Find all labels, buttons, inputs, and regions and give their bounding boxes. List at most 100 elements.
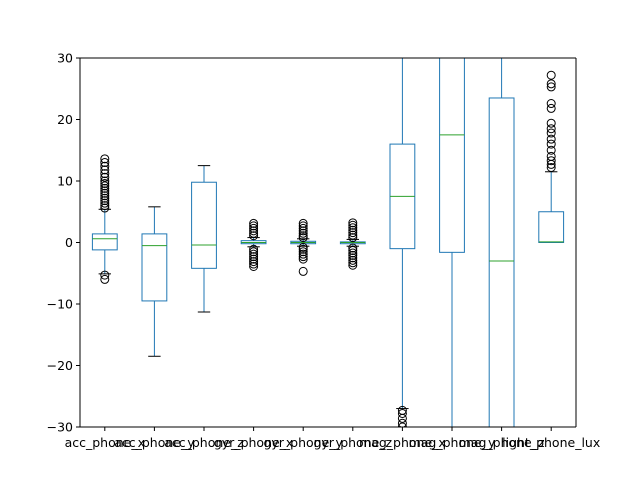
y-tick-label: −30 — [47, 420, 73, 435]
box-body — [191, 181, 217, 269]
y-tick-label: −20 — [47, 358, 73, 373]
box-body — [439, 58, 465, 253]
box-gyr_phone_z — [339, 218, 366, 270]
outlier-point — [546, 118, 556, 128]
outlier-point — [100, 186, 110, 196]
outlier-point — [348, 243, 358, 253]
x-tick-label: light_phone_lux — [502, 435, 600, 450]
box-gyr_phone_y — [290, 218, 317, 276]
outlier-point — [348, 245, 358, 255]
outlier-point — [298, 254, 308, 264]
outlier-point — [298, 242, 308, 252]
box-mag_phone_x — [389, 58, 416, 427]
axes: −30 −20 −10 0 10 20 30 acc_phone_xacc_phone_yac… — [47, 51, 601, 451]
outlier-point — [348, 250, 358, 260]
outlier-point — [298, 226, 308, 236]
outlier-point — [249, 221, 259, 231]
box-light_phone_lux — [538, 70, 565, 243]
outlier-point — [298, 223, 308, 233]
outlier-point — [100, 158, 110, 168]
outlier-point — [397, 408, 407, 418]
outlier-point — [348, 255, 358, 265]
outlier-point — [100, 169, 110, 179]
outlier-point — [348, 253, 358, 263]
box-body — [538, 211, 565, 243]
box-body — [141, 233, 168, 302]
outlier-point — [348, 248, 358, 258]
outlier-point — [348, 228, 358, 238]
outlier-point — [100, 154, 110, 164]
outlier-point — [298, 231, 308, 241]
outlier-point — [397, 418, 407, 427]
outlier-point — [100, 178, 110, 188]
box-mag_phone_y — [439, 58, 465, 427]
outlier-point — [249, 223, 259, 233]
outlier-point — [546, 151, 556, 161]
y-tick-label: 20 — [57, 112, 73, 127]
outlier-point — [546, 70, 556, 80]
outlier-point — [100, 172, 110, 182]
outlier-point — [100, 198, 110, 208]
outlier-point — [100, 203, 110, 213]
x-tick-label: acc_phone_z — [164, 435, 244, 450]
box-acc_phone_z — [191, 165, 217, 313]
y-tick-label: 30 — [57, 51, 73, 66]
x-tick-label: gyr_phone_y — [263, 435, 343, 450]
outlier-point — [298, 228, 308, 238]
box-acc_phone_y — [141, 206, 168, 357]
box-body — [488, 97, 515, 427]
x-tick-label: gyr_phone_z — [313, 435, 392, 450]
outlier-point — [100, 196, 110, 206]
outlier-point — [298, 247, 308, 257]
outlier-point — [546, 162, 556, 172]
outlier-point — [249, 218, 259, 228]
outlier-point — [546, 99, 556, 109]
outlier-point — [249, 226, 259, 236]
outlier-point — [348, 230, 358, 240]
outlier-point — [100, 274, 110, 284]
x-tick-label: acc_phone_y — [114, 435, 195, 450]
outlier-point — [298, 249, 308, 259]
outlier-point — [249, 247, 259, 257]
outlier-point — [100, 270, 110, 280]
outlier-point — [249, 249, 259, 259]
outlier-point — [546, 124, 556, 134]
outlier-point — [100, 183, 110, 193]
outlier-point — [348, 220, 358, 230]
outlier-point — [348, 218, 358, 228]
plot-area — [91, 58, 565, 427]
outlier-point — [348, 233, 358, 243]
outlier-point — [100, 193, 110, 203]
outlier-point — [298, 252, 308, 262]
outlier-point — [100, 201, 110, 211]
outlier-point — [298, 218, 308, 228]
outlier-point — [249, 254, 259, 264]
x-tick-label: mag_phone_y — [409, 435, 496, 450]
outlier-point — [546, 145, 556, 155]
box-acc_phone_x — [91, 154, 118, 284]
outlier-point — [348, 260, 358, 270]
y-tick-label: 0 — [65, 235, 73, 250]
box-mag_phone_z — [488, 58, 515, 427]
outlier-point — [249, 261, 259, 271]
outlier-point — [249, 257, 259, 267]
outlier-point — [546, 79, 556, 89]
outlier-point — [546, 82, 556, 92]
box-body — [91, 233, 118, 251]
outlier-point — [100, 161, 110, 171]
outlier-point — [100, 176, 110, 186]
x-tick-label: mag_phone_z — [459, 435, 545, 450]
outlier-point — [546, 139, 556, 149]
outlier-point — [546, 156, 556, 166]
outlier-point — [100, 191, 110, 201]
x-tick-label: gyr_phone_x — [214, 435, 294, 450]
outlier-point — [348, 223, 358, 233]
x-tick-label: acc_phone_x — [65, 435, 145, 450]
outlier-point — [397, 413, 407, 423]
outlier-point — [546, 103, 556, 113]
x-tick-label: mag_phone_x — [359, 435, 446, 450]
outlier-point — [249, 252, 259, 262]
outlier-point — [546, 134, 556, 144]
outlier-point — [100, 165, 110, 175]
